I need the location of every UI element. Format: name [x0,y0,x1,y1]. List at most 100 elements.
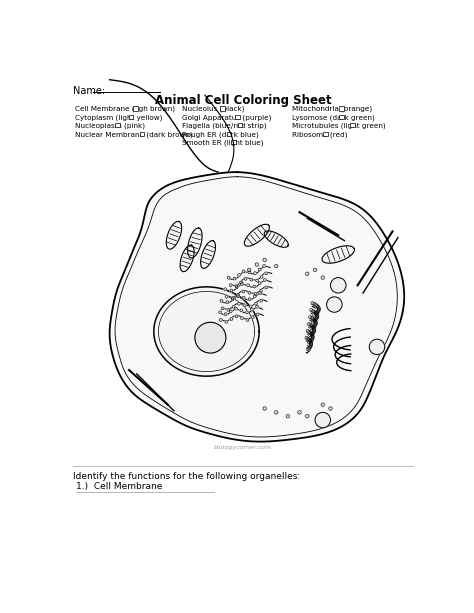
Circle shape [227,308,230,311]
Circle shape [313,325,316,328]
Circle shape [249,305,252,308]
Circle shape [224,313,227,316]
Circle shape [235,286,238,289]
Circle shape [255,263,259,266]
Circle shape [308,346,311,349]
Circle shape [308,322,310,326]
Circle shape [317,309,320,312]
Circle shape [312,313,316,316]
Bar [115,123,120,128]
Polygon shape [180,245,194,272]
Circle shape [237,302,240,305]
Circle shape [311,320,314,323]
Circle shape [310,333,313,336]
Circle shape [229,284,232,286]
Circle shape [219,319,222,321]
Polygon shape [166,221,182,249]
Circle shape [310,333,314,337]
Circle shape [306,348,309,351]
Circle shape [306,414,309,418]
Circle shape [321,403,325,406]
Circle shape [310,324,313,327]
Circle shape [313,329,316,332]
Circle shape [254,292,257,295]
Circle shape [244,278,247,280]
Circle shape [231,298,234,300]
Circle shape [312,318,315,321]
Bar [339,106,344,110]
Circle shape [230,318,233,321]
Bar [339,115,344,119]
Circle shape [242,296,245,299]
Circle shape [305,337,308,340]
Circle shape [329,407,332,410]
Circle shape [314,312,317,315]
Circle shape [311,337,314,340]
Circle shape [253,285,255,288]
Circle shape [258,282,261,284]
Circle shape [235,307,237,310]
Circle shape [316,314,319,317]
Circle shape [260,299,263,302]
Bar [139,132,144,136]
Text: Cell Membrane (ligh brown): Cell Membrane (ligh brown) [75,106,175,112]
Circle shape [311,326,315,329]
Circle shape [313,303,316,306]
Circle shape [231,297,234,300]
Circle shape [310,308,313,311]
Circle shape [251,316,254,319]
Text: Microtubules (light green): Microtubules (light green) [292,123,385,129]
Text: Identify the functions for the following organelles:: Identify the functions for the following… [73,471,301,481]
Circle shape [313,310,316,313]
Circle shape [313,318,316,321]
Circle shape [316,314,319,318]
Text: biologycorner.com: biologycorner.com [214,444,272,450]
Circle shape [259,292,262,294]
Circle shape [254,295,256,297]
Circle shape [286,414,290,418]
Circle shape [242,270,245,273]
Circle shape [235,284,238,287]
Text: Nucleolus (black): Nucleolus (black) [182,106,244,112]
Circle shape [250,278,253,281]
Text: 1.)  Cell Membrane: 1.) Cell Membrane [76,482,163,490]
Circle shape [255,279,258,282]
Circle shape [230,289,233,292]
Circle shape [251,308,254,311]
Circle shape [263,407,266,410]
Circle shape [315,313,318,316]
Circle shape [314,322,317,326]
Circle shape [309,331,312,334]
Circle shape [309,316,312,319]
Circle shape [247,268,251,272]
Circle shape [195,322,226,353]
Bar [323,132,328,136]
Circle shape [311,326,314,329]
Text: Ribosome (red): Ribosome (red) [292,131,347,138]
Circle shape [314,303,318,306]
Circle shape [327,297,342,312]
Circle shape [274,411,278,414]
Circle shape [254,272,256,275]
Circle shape [308,341,310,344]
Circle shape [237,295,239,297]
Circle shape [310,332,313,335]
Circle shape [315,317,318,320]
Bar [350,123,355,128]
Circle shape [314,318,317,321]
Bar [227,132,231,136]
Circle shape [310,343,312,346]
Circle shape [309,339,311,342]
Circle shape [248,298,251,300]
Circle shape [309,323,312,327]
Circle shape [310,341,312,345]
Circle shape [310,316,313,319]
Circle shape [315,413,330,428]
Bar [237,123,242,128]
Text: Cytoplasm (light yellow): Cytoplasm (light yellow) [75,115,162,121]
Circle shape [330,278,346,293]
Circle shape [265,272,267,275]
Polygon shape [154,287,259,376]
Text: Golgi Apparatus (purple): Golgi Apparatus (purple) [182,115,271,121]
Circle shape [274,264,278,268]
